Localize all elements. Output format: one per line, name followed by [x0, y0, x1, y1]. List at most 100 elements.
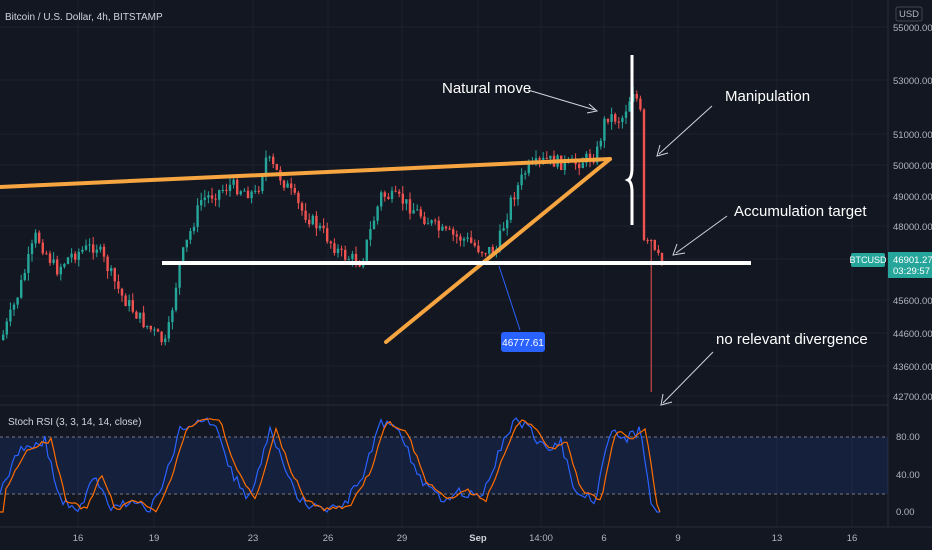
annotation-natural-move[interactable]: Natural move — [442, 80, 531, 97]
rising-trendline[interactable] — [384, 157, 612, 344]
candle-body — [45, 253, 48, 255]
stoch-rsi-panel[interactable] — [0, 416, 888, 513]
candle-body — [477, 245, 480, 253]
candle-body — [369, 229, 372, 240]
candle-body — [52, 259, 55, 263]
candle-body — [218, 190, 221, 200]
candle-body — [106, 256, 109, 272]
candle-body — [408, 199, 412, 214]
candle-body — [27, 254, 30, 273]
candle-body — [66, 257, 70, 264]
candle-body — [610, 114, 613, 122]
time-tick-sep: Sep — [469, 533, 487, 544]
candle-body — [243, 190, 246, 192]
candle-body — [542, 157, 545, 160]
candle-body — [30, 243, 34, 255]
candle-body — [232, 179, 235, 185]
candle-body — [484, 253, 487, 255]
candle-body — [336, 248, 340, 253]
annotation-arrows — [527, 89, 728, 406]
candle-body — [596, 146, 599, 163]
candle-body — [228, 184, 232, 191]
candle-body — [426, 223, 430, 225]
time-tick-26: 26 — [323, 533, 334, 544]
time-tick-23: 23 — [248, 533, 259, 544]
upper-trendline[interactable] — [0, 157, 612, 189]
candle-body — [207, 195, 210, 198]
candle-body — [264, 157, 268, 177]
candle-body — [221, 189, 224, 191]
candlestick-series[interactable] — [2, 86, 664, 392]
candle-body — [290, 183, 293, 189]
rsi-k-line — [0, 416, 660, 513]
price-axis[interactable]: USD 55000.00 53000.00 51000.00 50000.00 … — [849, 6, 932, 518]
candle-body — [315, 215, 318, 229]
candle-body — [92, 244, 95, 253]
candle-body — [84, 245, 88, 250]
candle-body — [387, 196, 390, 200]
candle-body — [401, 193, 404, 204]
candle-body — [534, 158, 538, 162]
candle-body — [326, 228, 329, 242]
candle-body — [376, 206, 379, 221]
candle-body — [513, 197, 516, 200]
manipulation-bracket[interactable] — [624, 55, 634, 225]
candle-body — [452, 229, 455, 235]
candle-body — [322, 225, 325, 229]
candle-body — [372, 220, 376, 230]
candle-body — [304, 210, 307, 220]
candle-body — [635, 94, 638, 99]
time-axis[interactable]: 16 19 23 26 29 Sep 14:00 6 9 13 16 — [73, 533, 858, 544]
candle-body — [196, 205, 199, 227]
rsi-tick-80: 80.00 — [896, 432, 920, 443]
candle-body — [462, 238, 466, 241]
candle-body — [466, 237, 469, 239]
candle-body — [135, 311, 138, 319]
candle-body — [138, 312, 142, 319]
candle-body — [524, 173, 527, 175]
candle-body — [354, 253, 358, 264]
drawings-layer[interactable] — [0, 55, 751, 344]
time-tick-9: 9 — [675, 533, 680, 544]
time-tick-13: 13 — [772, 533, 783, 544]
candle-body — [120, 288, 124, 296]
candle-body — [491, 246, 494, 254]
symbol-badge — [851, 253, 885, 267]
candle-body — [131, 300, 134, 312]
candle-body — [203, 197, 206, 200]
candle-body — [581, 162, 584, 169]
annotation-manipulation[interactable]: Manipulation — [725, 88, 810, 105]
candle-body — [441, 226, 444, 231]
candle-body — [365, 239, 368, 261]
candle-body — [174, 287, 178, 311]
candle-body — [383, 192, 386, 197]
rsi-tick-40: 40.00 — [896, 470, 920, 481]
candle-body — [38, 232, 41, 243]
annotation-no-relevant-divergence[interactable]: no relevant divergence — [716, 331, 868, 348]
candle-body — [639, 98, 642, 110]
candle-body — [329, 241, 332, 244]
candle-body — [624, 111, 628, 118]
support-price-label[interactable]: 46777.61 — [501, 332, 545, 352]
candle-body — [473, 242, 476, 246]
candle-body — [563, 159, 566, 170]
candle-body — [423, 216, 426, 225]
candle-body — [603, 118, 606, 141]
candle-body — [394, 190, 397, 192]
support-price-leader — [498, 265, 521, 331]
candle-body — [628, 101, 631, 112]
candle-body — [164, 338, 167, 343]
price-tick-45600: 45600.00 — [893, 296, 932, 307]
candle-body — [419, 209, 422, 217]
candle-body — [167, 322, 170, 339]
candle-body — [113, 268, 116, 282]
candle-body — [99, 246, 102, 250]
candle-body — [549, 155, 552, 159]
candle-body — [214, 198, 217, 200]
candle-body — [156, 329, 160, 332]
candle-body — [102, 246, 106, 257]
candle-body — [261, 176, 264, 192]
candle-body — [59, 266, 62, 275]
annotation-accumulation-target[interactable]: Accumulation target — [734, 203, 867, 220]
